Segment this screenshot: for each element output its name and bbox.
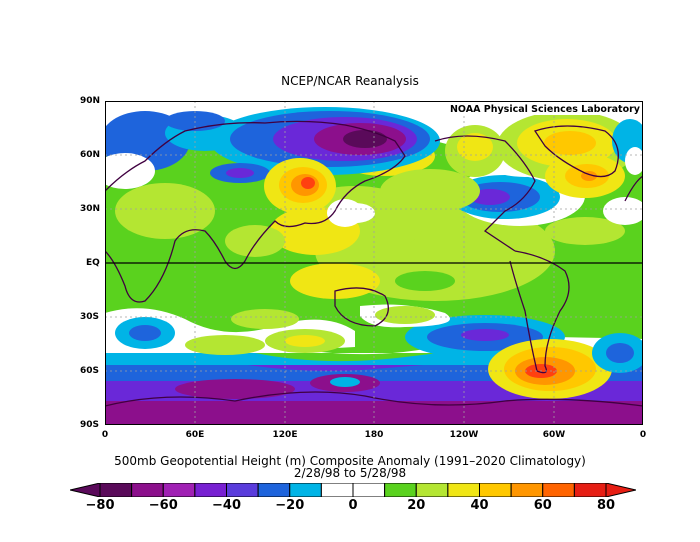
colorbar-label: 40 <box>470 498 489 513</box>
colorbar-cell <box>289 483 322 497</box>
lat-label: 60S <box>80 366 100 376</box>
colorbar-label: −40 <box>212 498 241 513</box>
anomaly-region <box>603 197 643 225</box>
colorbar-cell <box>131 483 164 497</box>
colorbar-cell <box>384 483 417 497</box>
colorbar-cell <box>510 483 544 497</box>
anomaly-region <box>175 379 295 399</box>
colorbar-cell <box>573 483 607 497</box>
colorbar-cell <box>415 483 449 497</box>
anomaly-region <box>301 177 315 189</box>
anomaly-region <box>461 329 509 341</box>
colorbar-label: −60 <box>148 498 178 513</box>
anomaly-region <box>290 263 380 299</box>
colorbar-cell <box>257 483 291 497</box>
credit-label: NOAA Physical Sciences Laboratory <box>450 104 641 115</box>
colorbar-label: −80 <box>85 498 115 513</box>
anomaly-region <box>380 169 480 213</box>
anomaly-region <box>470 189 510 205</box>
anomaly-region <box>115 183 215 239</box>
colorbar-label: 60 <box>533 498 552 513</box>
colorbar <box>70 483 636 497</box>
anomaly-region <box>285 335 325 347</box>
anomaly-region <box>225 225 285 257</box>
anomaly-region <box>625 147 643 175</box>
colorbar-cell <box>162 483 196 497</box>
colorbar-label: 80 <box>596 498 616 513</box>
colorbar-cell <box>194 483 227 497</box>
lon-label: 60W <box>542 430 566 440</box>
anomaly-region <box>544 131 596 155</box>
anomaly-region <box>375 306 435 324</box>
lon-label: 0 <box>639 430 647 440</box>
colorbar-cell <box>479 483 512 497</box>
colorbar-label: 0 <box>348 498 358 513</box>
anomaly-region <box>226 168 254 178</box>
anomaly-region <box>185 335 265 355</box>
credit-box <box>457 102 642 115</box>
lat-label: 90N <box>80 96 101 106</box>
colorbar-right-arrow <box>605 483 636 497</box>
anomaly-region <box>231 309 299 329</box>
anomaly-region <box>330 377 360 387</box>
colorbar-label: 20 <box>407 498 426 513</box>
colorbar-label: −20 <box>275 498 305 513</box>
map-frame <box>105 101 643 425</box>
colorbar-cell <box>447 483 480 497</box>
anomaly-region <box>457 133 493 161</box>
lat-label: EQ <box>86 258 100 268</box>
anomaly-region <box>395 271 455 291</box>
colorbar-left-arrow <box>70 483 101 497</box>
colorbar-cell <box>226 483 259 497</box>
lon-label: 120E <box>272 430 298 440</box>
caption-line-2: 2/28/98 to 5/28/98 <box>293 466 407 480</box>
anomaly-map: NOAA Physical Sciences Laboratory <box>105 101 643 425</box>
anomaly-region <box>343 130 387 148</box>
colorbar-cell <box>352 483 386 497</box>
lat-label: 60N <box>80 150 101 160</box>
anomaly-region <box>335 203 375 223</box>
colorbar-cell <box>320 483 354 497</box>
lat-label: 30N <box>80 204 101 214</box>
colorbar-cell <box>542 483 575 497</box>
lon-label: 120W <box>449 430 479 440</box>
lon-label: 60E <box>185 430 205 440</box>
chart-title: NCEP/NCAR Reanalysis <box>281 74 419 88</box>
anomaly-region <box>545 217 625 245</box>
caption-line-1: 500mb Geopotential Height (m) Composite … <box>114 454 586 468</box>
colorbar-cell <box>99 483 133 497</box>
lon-label: 0 <box>101 430 109 440</box>
anomaly-region <box>129 325 161 341</box>
lat-label: 90S <box>80 420 100 430</box>
anomaly-region <box>606 343 634 363</box>
lon-label: 180 <box>364 430 384 440</box>
lat-label: 30S <box>80 312 100 322</box>
